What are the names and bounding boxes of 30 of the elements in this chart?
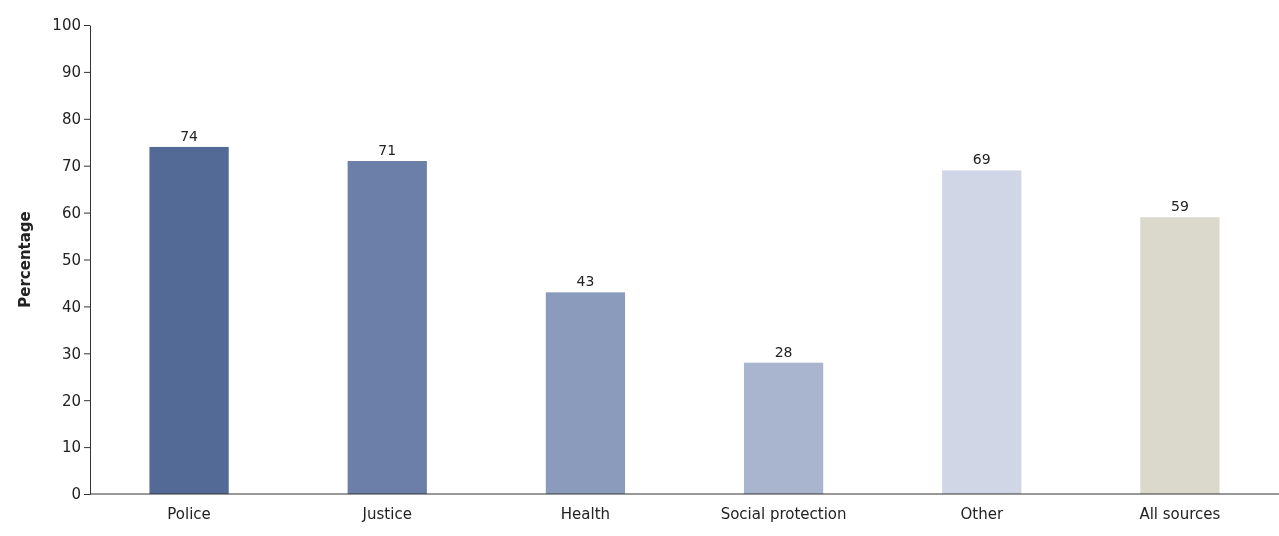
y-tick-label: 100 xyxy=(52,16,81,35)
bar xyxy=(149,146,229,494)
x-tick-label: Justice xyxy=(361,504,412,523)
bar xyxy=(545,292,626,494)
y-tick-label: 50 xyxy=(61,250,81,269)
bar xyxy=(1140,217,1220,494)
x-tick-label: All sources xyxy=(1139,504,1221,523)
data-label: 74 xyxy=(180,127,199,144)
x-tick-label: Social protection xyxy=(720,504,847,523)
bar xyxy=(743,362,824,494)
x-tick-label: Health xyxy=(560,504,611,523)
y-tick-label: 40 xyxy=(61,297,81,316)
data-label: 59 xyxy=(1171,198,1189,215)
y-tick-label: 60 xyxy=(61,203,81,222)
y-tick-label: 90 xyxy=(61,63,81,82)
y-axis-title: Percentage xyxy=(16,211,34,308)
y-tick-label: 70 xyxy=(61,157,81,175)
data-label: 71 xyxy=(378,142,397,159)
data-label: 28 xyxy=(774,343,793,360)
y-tick-label: 10 xyxy=(61,438,81,457)
x-tick-label: Police xyxy=(167,504,211,523)
y-tick-label: 30 xyxy=(61,344,81,363)
bar xyxy=(347,161,427,494)
bar xyxy=(942,170,1022,494)
y-tick-label: 80 xyxy=(61,110,81,129)
x-tick-label: Other xyxy=(960,504,1004,523)
y-tick-label: 0 xyxy=(71,485,81,504)
data-label: 43 xyxy=(576,273,595,290)
data-label: 69 xyxy=(972,151,991,168)
y-tick-label: 20 xyxy=(61,391,81,410)
